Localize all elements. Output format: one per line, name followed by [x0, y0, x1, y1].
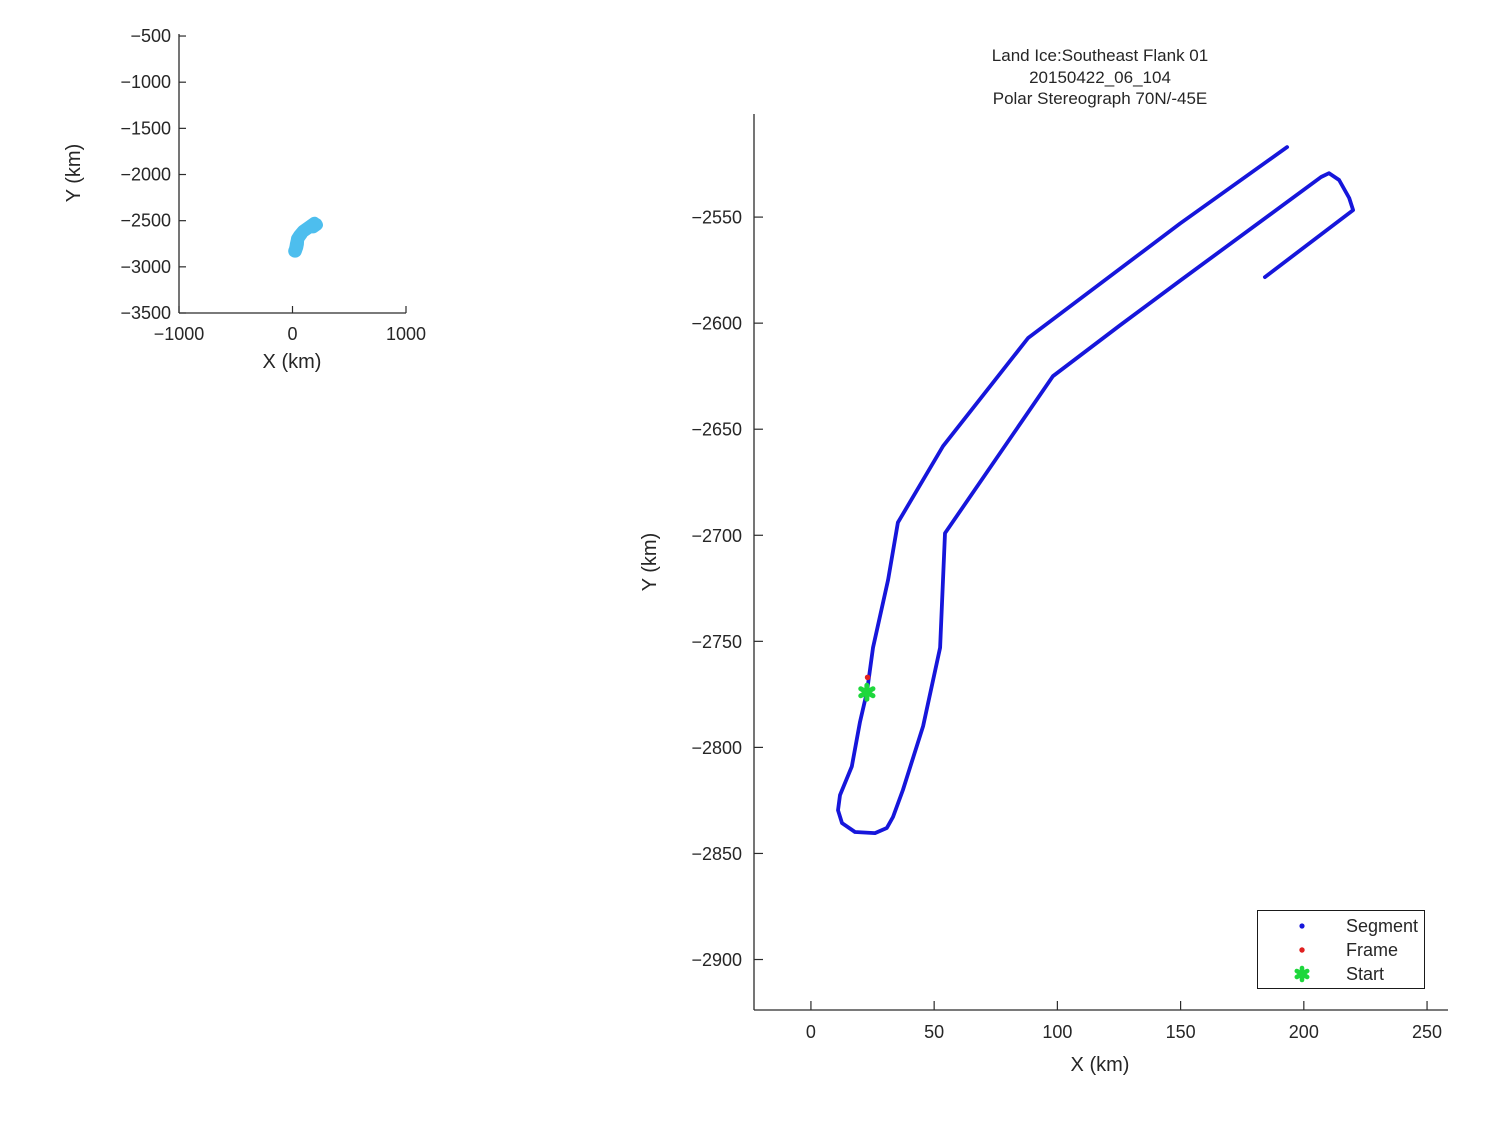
segment-dot-icon: [1258, 922, 1346, 930]
main-plot-data: [836, 145, 1355, 835]
legend-row-start: Start: [1258, 962, 1424, 986]
overview-y-tick-label: −2000: [120, 165, 171, 185]
overview-y-axis-label: Y (km): [63, 144, 85, 203]
main-y-tick-label: −2900: [691, 950, 742, 970]
overview-x-axis-label: X (km): [263, 351, 322, 373]
overview-plot-data: [288, 216, 323, 258]
overview-y-tick-label: −1500: [120, 118, 171, 138]
main-x-tick-label: 50: [924, 1022, 944, 1042]
legend-row-segment: Segment: [1258, 914, 1424, 938]
main-y-axis-label: Y (km): [639, 533, 661, 592]
frame-marker: [864, 674, 871, 681]
main-x-axis-label: X (km): [1071, 1054, 1130, 1076]
main-y-tick-label: −2800: [691, 738, 742, 758]
main-x-tick-label: 100: [1042, 1022, 1072, 1042]
start-asterisk-icon: [1258, 965, 1346, 983]
main-y-tick-label: −2550: [691, 208, 742, 228]
segment-track-path: [836, 145, 1355, 835]
main-y-tick-label: −2750: [691, 632, 742, 652]
main-x-tick-label: 250: [1412, 1022, 1442, 1042]
main-y-tick-label: −2850: [691, 844, 742, 864]
legend-row-frame: Frame: [1258, 938, 1424, 962]
main-x-tick-label: 200: [1289, 1022, 1319, 1042]
overview-y-tick-label: −500: [130, 26, 171, 46]
legend-box: Segment Frame Start: [1257, 910, 1425, 989]
overview-y-tick-label: −2500: [120, 211, 171, 231]
overview-y-tick-label: −3000: [120, 257, 171, 277]
overview-x-tick-label: −1000: [154, 324, 205, 344]
main-y-tick-label: −2700: [691, 526, 742, 546]
legend-label-frame: Frame: [1346, 940, 1399, 960]
start-marker-stroke: [858, 686, 876, 699]
main-y-tick-label: −2650: [691, 420, 742, 440]
overview-plot-axes: −1000 0 1000 −500 −1000 −1500 −2000 −2500 −3000 −…: [120, 26, 426, 344]
frame-dot-icon: [1258, 946, 1346, 954]
legend-label-segment: Segment: [1346, 916, 1419, 936]
main-plot-title-line1: Land Ice:Southeast Flank 01: [992, 46, 1208, 65]
overview-track-path: [288, 216, 323, 258]
main-x-tick-label: 0: [806, 1022, 816, 1042]
main-x-tick-label: 150: [1166, 1022, 1196, 1042]
main-plot-title-line2: 20150422_06_104: [1029, 68, 1171, 87]
start-marker: [858, 682, 876, 702]
overview-y-tick-label: −1000: [120, 72, 171, 92]
main-y-tick-label: −2600: [691, 314, 742, 334]
overview-x-tick-label: 0: [287, 324, 297, 344]
main-plot-axes: 0 50 100 150 200 250 −2550 −2600 −2650 −2700 −2750…: [691, 114, 1448, 1042]
legend-label-start: Start: [1346, 964, 1385, 984]
main-plot-title-line3: Polar Stereograph 70N/-45E: [993, 89, 1208, 108]
overview-y-tick-label: −3500: [120, 303, 171, 323]
overview-x-tick-label: 1000: [386, 324, 426, 344]
